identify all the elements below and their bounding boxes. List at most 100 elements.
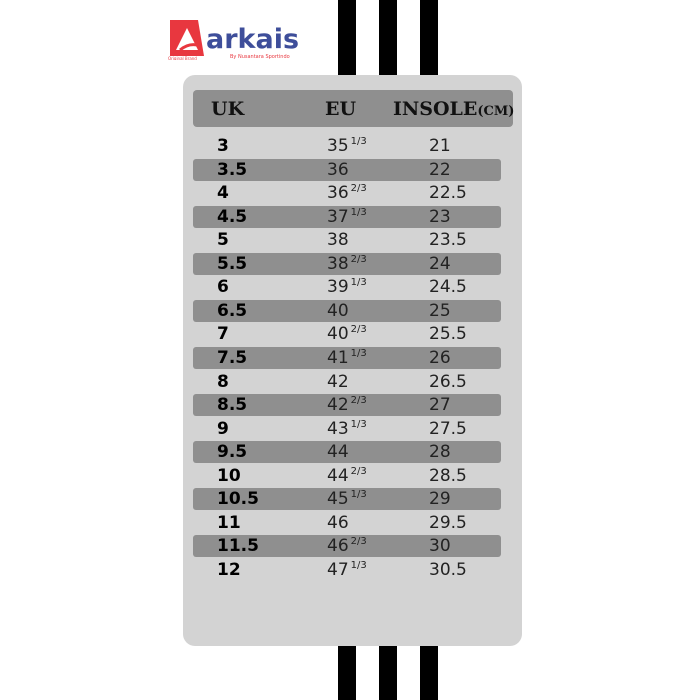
eu-size: 39 1/3 [327,277,367,297]
eu-fraction: 1/3 [350,489,367,501]
header-uk: UK [211,98,245,120]
size-chart: UK EU INSOLE(CM) 3 35 1/3 21 3.5 36 22 4 36… [183,75,522,646]
eu-size: 37 1/3 [327,207,367,227]
eu-whole: 38 [327,253,349,274]
eu-whole: 46 [327,536,349,557]
size-row: 5.5 38 2/3 24 [193,252,501,275]
brand-logo: arkais By Nusantara Sportindo Original B… [168,16,313,64]
eu-size: 35 1/3 [327,136,367,156]
eu-size: 41 1/3 [327,348,367,368]
size-row: 9 43 1/3 27.5 [193,418,501,440]
stripe [379,0,397,78]
size-row: 11.5 46 2/3 30 [193,535,501,558]
eu-whole: 45 [327,489,349,510]
eu-size: 38 [327,230,351,250]
eu-size: 43 1/3 [327,419,367,439]
uk-size: 3.5 [217,159,248,180]
size-row: 11 46 29.5 [193,512,501,534]
uk-size: 9.5 [217,442,248,463]
eu-size: 42 [327,372,351,392]
insole-length: 23 [429,206,451,227]
eu-size: 45 1/3 [327,489,367,509]
uk-size: 12 [217,559,241,580]
size-row: 4.5 37 1/3 23 [193,205,501,228]
eu-whole: 40 [327,300,349,321]
eu-fraction: 1/3 [350,347,367,359]
insole-length: 27 [429,395,451,416]
svg-text:By Nusantara Sportindo: By Nusantara Sportindo [230,54,290,60]
uk-size: 8.5 [217,395,248,416]
eu-whole: 47 [327,559,349,580]
eu-whole: 42 [327,395,349,416]
header-eu: EU [325,98,357,120]
svg-text:arkais: arkais [206,24,299,55]
size-row: 5 38 23.5 [193,229,501,251]
eu-size: 40 [327,301,351,321]
svg-text:Original Brand: Original Brand [168,56,197,60]
insole-length: 26 [429,347,451,368]
eu-whole: 37 [327,206,349,227]
eu-whole: 35 [327,136,349,156]
stripe [338,0,356,78]
eu-whole: 44 [327,442,349,463]
eu-fraction: 1/3 [350,136,367,147]
size-row: 7.5 41 1/3 26 [193,346,501,369]
insole-length: 26.5 [429,371,467,392]
uk-size: 8 [217,371,229,392]
eu-size: 36 [327,160,351,180]
uk-size: 11.5 [217,536,259,557]
eu-whole: 38 [327,230,349,251]
insole-length: 22.5 [429,183,467,204]
eu-fraction: 2/3 [350,183,367,195]
stripe [379,643,397,700]
size-row: 9.5 44 28 [193,441,501,464]
eu-size: 38 2/3 [327,254,367,274]
insole-length: 21 [429,136,451,156]
size-row: 8 42 26.5 [193,371,501,393]
size-row: 4 36 2/3 22.5 [193,182,501,204]
eu-whole: 46 [327,512,349,533]
insole-length: 22 [429,159,451,180]
size-row: 7 40 2/3 25.5 [193,323,501,345]
header-insole: INSOLE(CM) [393,98,514,120]
uk-size: 4 [217,183,229,204]
stripe [338,643,356,700]
insole-unit: (CM) [477,104,515,119]
eu-whole: 42 [327,371,349,392]
eu-fraction: 2/3 [350,536,367,548]
size-row: 10.5 45 1/3 29 [193,488,501,511]
eu-whole: 40 [327,324,349,345]
insole-label: INSOLE [393,98,478,120]
eu-whole: 41 [327,347,349,368]
uk-size: 10.5 [217,489,259,510]
insole-length: 30.5 [429,559,467,580]
insole-length: 24 [429,253,451,274]
insole-length: 29 [429,489,451,510]
eu-whole: 44 [327,465,349,486]
size-row: 3.5 36 22 [193,158,501,181]
eu-fraction: 1/3 [350,206,367,218]
eu-fraction: 2/3 [350,253,367,265]
uk-size: 10 [217,465,241,486]
eu-whole: 39 [327,277,349,298]
eu-size: 40 2/3 [327,324,367,344]
eu-fraction: 1/3 [350,559,367,571]
size-row: 6 39 1/3 24.5 [193,276,501,298]
eu-fraction: 1/3 [350,277,367,289]
eu-fraction: 1/3 [350,418,367,430]
uk-size: 4.5 [217,206,248,227]
insole-length: 25.5 [429,324,467,345]
eu-whole: 36 [327,183,349,204]
uk-size: 6.5 [217,300,248,321]
eu-fraction: 2/3 [350,324,367,336]
size-row: 6.5 40 25 [193,299,501,322]
eu-whole: 36 [327,159,349,180]
insole-length: 30 [429,536,451,557]
insole-length: 27.5 [429,418,467,439]
eu-whole: 43 [327,418,349,439]
uk-size: 3 [217,136,229,156]
insole-length: 23.5 [429,230,467,251]
insole-length: 24.5 [429,277,467,298]
size-row: 8.5 42 2/3 27 [193,394,501,417]
eu-size: 42 2/3 [327,395,367,415]
